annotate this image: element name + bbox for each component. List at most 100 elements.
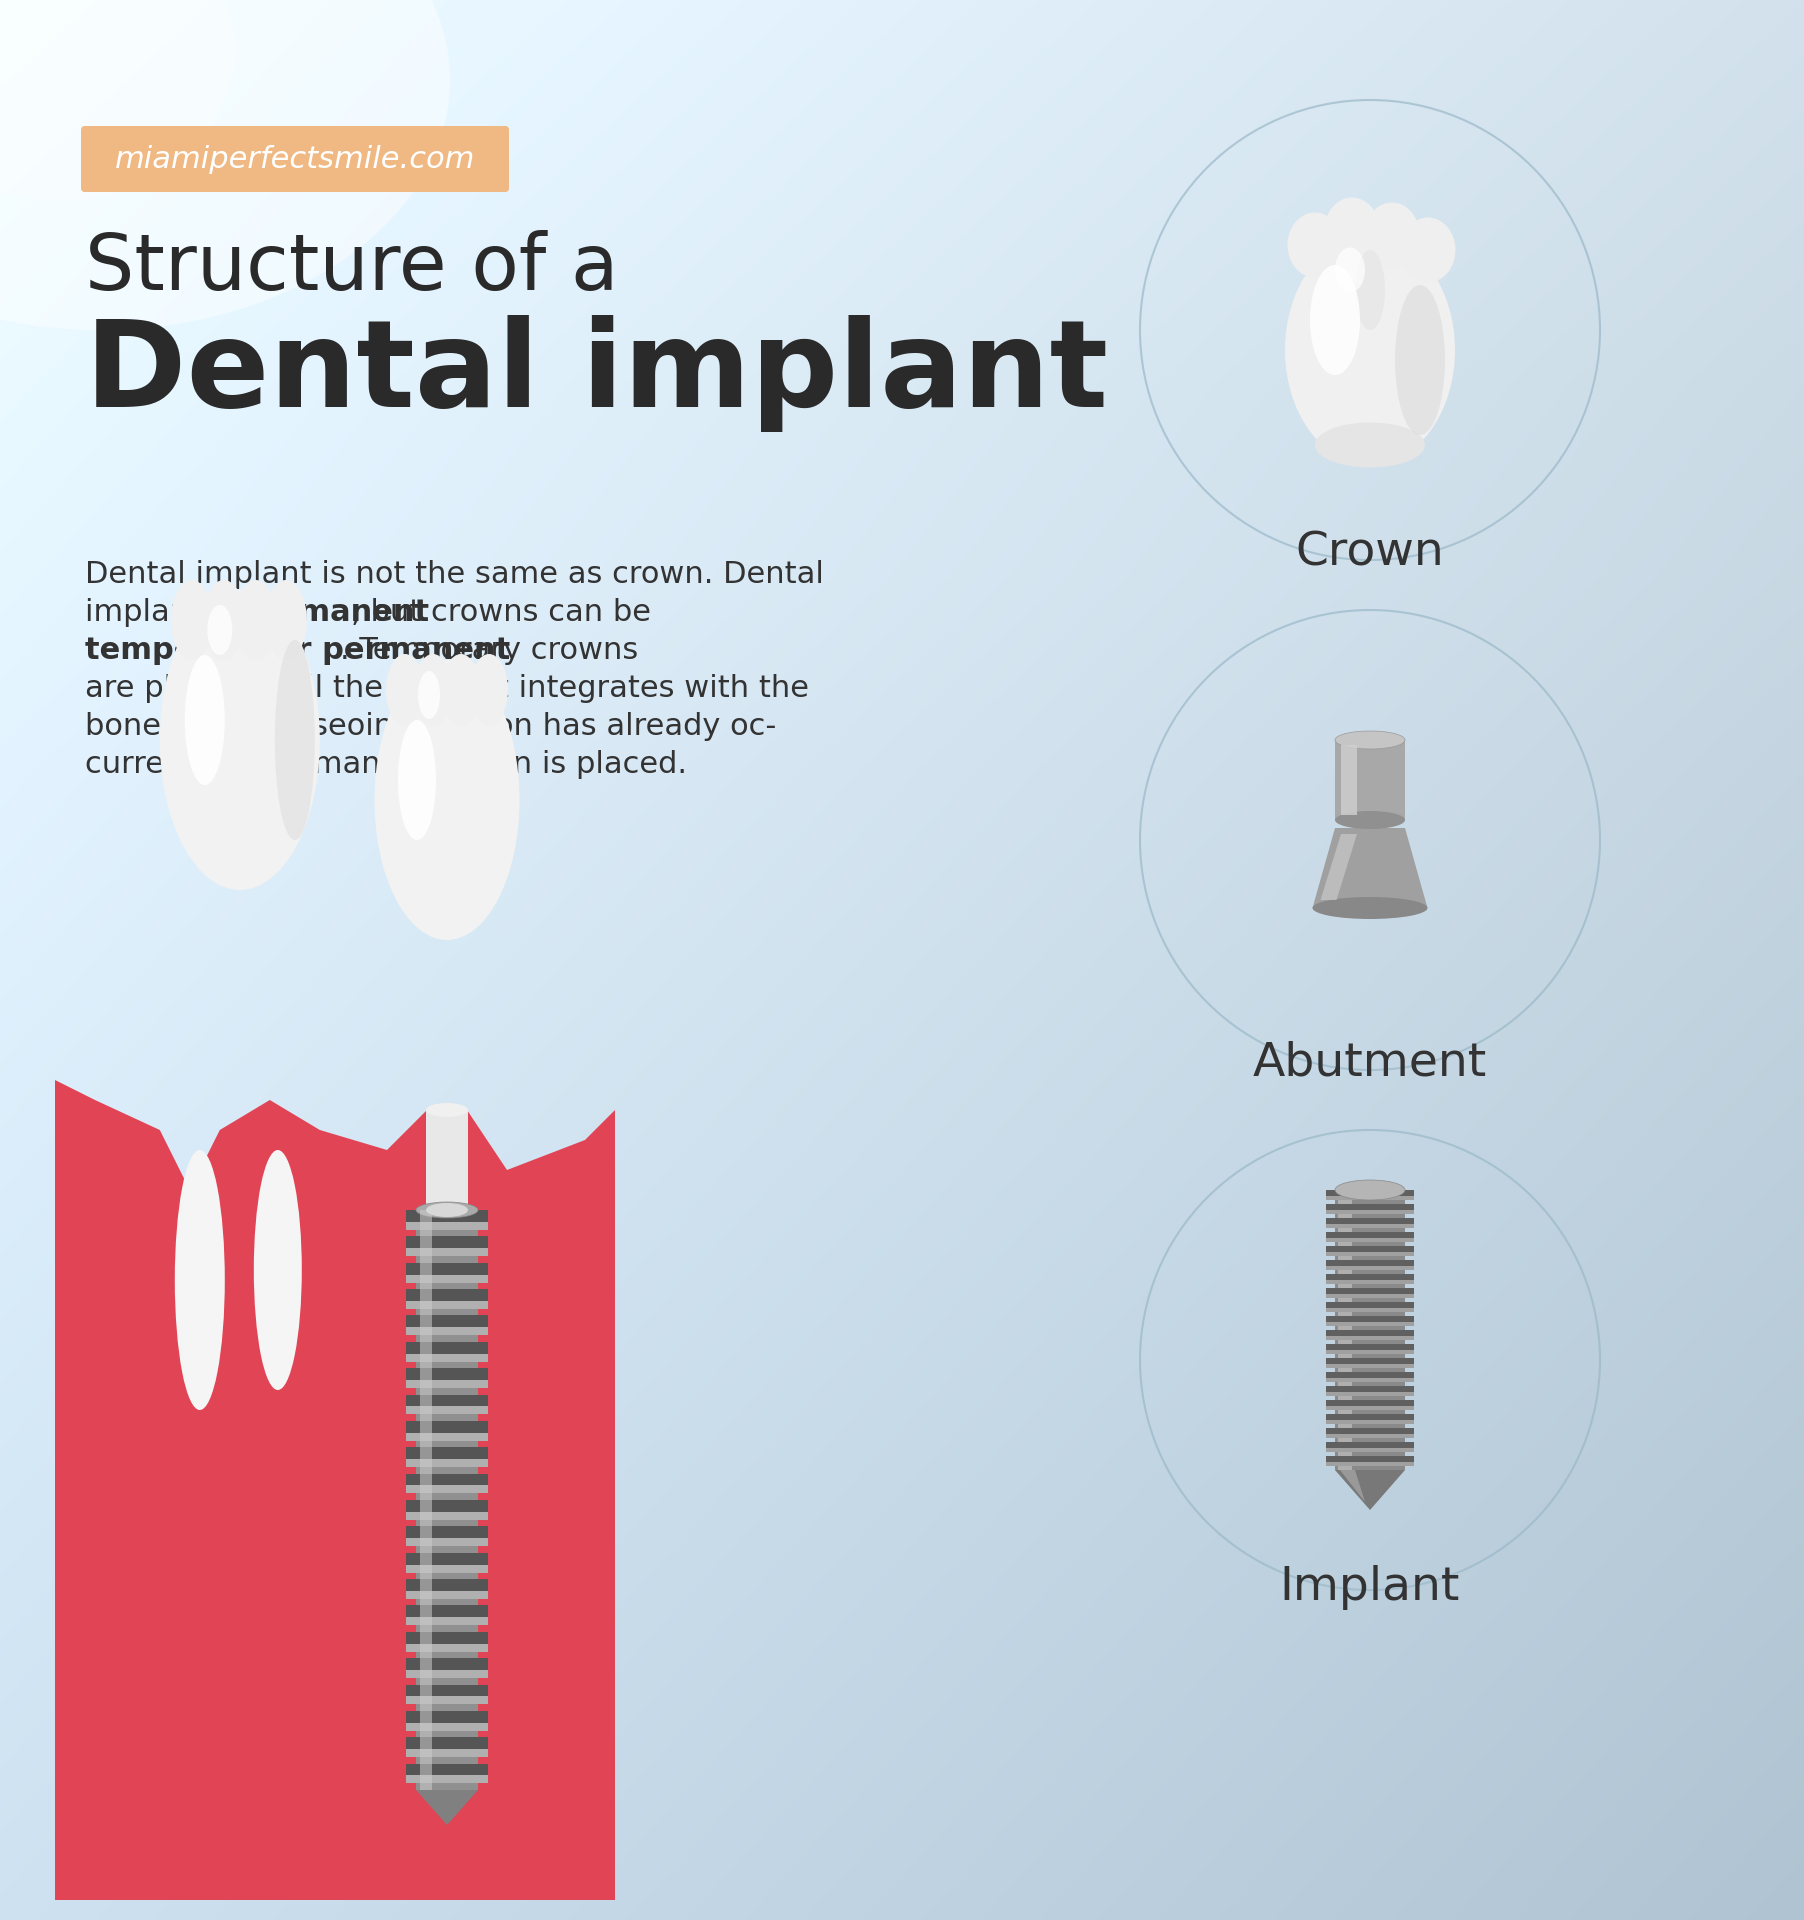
Circle shape [182, 1273, 195, 1286]
Bar [1326, 1233, 1414, 1238]
Circle shape [530, 1388, 548, 1407]
Bar [1326, 1363, 1414, 1367]
Bar [406, 1764, 489, 1776]
Bar [406, 1565, 489, 1572]
Circle shape [419, 1229, 429, 1238]
Circle shape [58, 1751, 78, 1770]
Text: Implant: Implant [1279, 1565, 1459, 1611]
Circle shape [289, 1411, 307, 1428]
Bar [1326, 1373, 1414, 1379]
Ellipse shape [0, 0, 449, 330]
Bar [406, 1380, 489, 1388]
Circle shape [323, 1864, 336, 1876]
Text: curred, the permanent crown is placed.: curred, the permanent crown is placed. [85, 751, 687, 780]
Bar [406, 1210, 489, 1221]
Circle shape [536, 1630, 557, 1651]
Bar [1326, 1461, 1414, 1465]
Bar [406, 1342, 489, 1354]
Bar [54, 1200, 615, 1901]
Ellipse shape [1355, 250, 1385, 330]
Bar [1326, 1196, 1414, 1200]
Text: Dental implant is not the same as crown. Dental: Dental implant is not the same as crown.… [85, 561, 824, 589]
Bar [1326, 1357, 1414, 1363]
Bar [406, 1670, 489, 1678]
Text: temporary or permanent: temporary or permanent [85, 636, 511, 664]
Circle shape [592, 1313, 608, 1329]
Bar [1326, 1302, 1414, 1308]
Bar [417, 1210, 478, 1789]
Bar [1326, 1275, 1414, 1281]
Bar [1326, 1252, 1414, 1256]
Polygon shape [417, 1789, 478, 1826]
Circle shape [402, 1574, 411, 1582]
Circle shape [489, 1801, 502, 1814]
Circle shape [348, 1338, 372, 1361]
Bar [1339, 1190, 1351, 1471]
Circle shape [195, 1548, 207, 1559]
Bar [1326, 1344, 1414, 1350]
Ellipse shape [442, 655, 480, 726]
Circle shape [382, 1327, 393, 1336]
Bar [406, 1738, 489, 1749]
Circle shape [373, 1832, 390, 1849]
Bar [406, 1605, 489, 1617]
Bar [1326, 1331, 1414, 1336]
Circle shape [330, 1258, 343, 1269]
Bar [1326, 1246, 1414, 1252]
Bar [1326, 1238, 1414, 1242]
Text: permanent: permanent [242, 597, 429, 628]
Bar [406, 1749, 489, 1757]
Circle shape [189, 1855, 204, 1870]
Bar [1326, 1321, 1414, 1327]
Circle shape [137, 1747, 146, 1757]
Bar [406, 1632, 489, 1644]
Circle shape [78, 1814, 90, 1828]
Circle shape [455, 1726, 464, 1736]
Circle shape [242, 1692, 265, 1713]
Bar [406, 1275, 489, 1283]
Text: bone. When osseointegration has already oc-: bone. When osseointegration has already … [85, 712, 776, 741]
Ellipse shape [417, 1202, 478, 1217]
Bar [406, 1421, 489, 1432]
Bar [406, 1432, 489, 1440]
Circle shape [249, 1851, 272, 1874]
Text: implants are: implants are [85, 597, 287, 628]
Circle shape [238, 1292, 260, 1315]
Circle shape [117, 1371, 132, 1386]
Ellipse shape [1335, 732, 1405, 749]
Circle shape [444, 1653, 456, 1665]
Circle shape [355, 1830, 375, 1849]
Circle shape [334, 1430, 354, 1450]
Ellipse shape [1324, 198, 1380, 263]
Circle shape [141, 1824, 162, 1845]
Bar [406, 1236, 489, 1248]
Circle shape [518, 1415, 532, 1428]
Bar [406, 1526, 489, 1538]
Text: miamiperfectsmile.com: miamiperfectsmile.com [115, 144, 474, 173]
Circle shape [503, 1786, 511, 1793]
Circle shape [435, 1231, 460, 1256]
Circle shape [529, 1701, 548, 1720]
Ellipse shape [1310, 265, 1360, 374]
Circle shape [78, 1605, 96, 1624]
Bar [406, 1221, 489, 1231]
Polygon shape [1340, 1471, 1366, 1501]
Circle shape [220, 1284, 238, 1304]
Circle shape [393, 1638, 402, 1647]
Text: Dental implant: Dental implant [85, 315, 1108, 432]
Bar [406, 1459, 489, 1467]
Circle shape [364, 1284, 382, 1302]
Ellipse shape [375, 660, 520, 941]
Ellipse shape [413, 655, 453, 726]
Ellipse shape [202, 580, 245, 660]
Bar [426, 1110, 467, 1210]
Bar [406, 1644, 489, 1651]
Circle shape [343, 1503, 352, 1513]
Circle shape [209, 1244, 227, 1263]
Circle shape [536, 1728, 554, 1745]
Bar [1326, 1308, 1414, 1311]
Circle shape [110, 1542, 126, 1557]
Ellipse shape [1313, 897, 1427, 920]
Bar [1326, 1392, 1414, 1396]
Circle shape [164, 1252, 177, 1265]
